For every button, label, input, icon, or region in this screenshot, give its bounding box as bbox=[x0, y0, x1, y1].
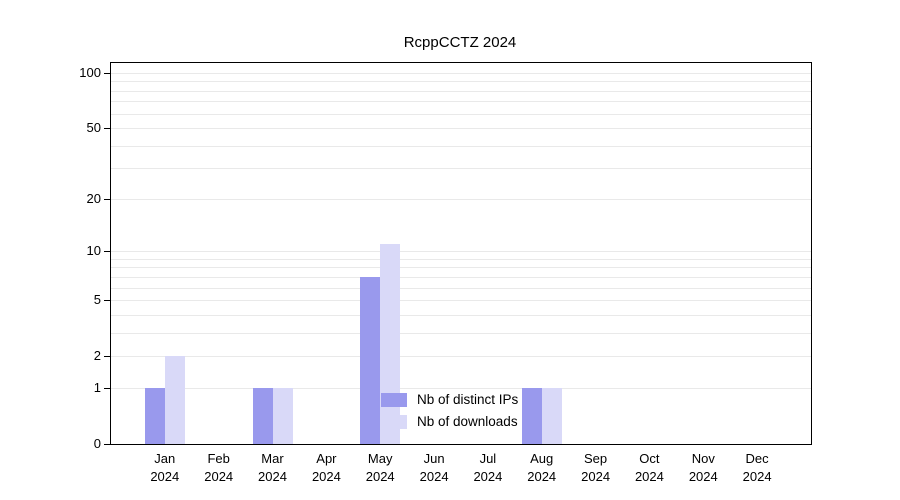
y-axis-label: 0 bbox=[93, 436, 101, 451]
gridline bbox=[111, 332, 811, 334]
plot-area: Nb of distinct IPs Nb of downloads 0 1 2 5 1… bbox=[79, 62, 812, 484]
gridline bbox=[111, 355, 811, 357]
gridline bbox=[111, 388, 811, 390]
x-axis-label: Dec 2024 bbox=[742, 451, 772, 485]
bar-aug-downloads bbox=[541, 388, 562, 444]
gridline bbox=[111, 81, 811, 83]
gridline bbox=[111, 287, 811, 289]
y-axis-tick bbox=[104, 444, 111, 445]
bar-jan-downloads bbox=[164, 355, 185, 444]
chart-title: RcppCCTZ 2024 bbox=[403, 34, 517, 51]
gridline bbox=[111, 300, 811, 301]
bar-may-ips bbox=[360, 276, 381, 444]
x-axis-label: Mar 2024 bbox=[258, 451, 287, 485]
bar-mar-ips bbox=[252, 388, 273, 444]
x-axis-label: Oct 2024 bbox=[634, 451, 664, 485]
x-axis-label: Apr 2024 bbox=[311, 451, 341, 485]
bar-mar-downloads bbox=[272, 388, 293, 444]
x-axis-label: Sep 2024 bbox=[581, 451, 611, 485]
legend-swatch-downloads bbox=[381, 414, 407, 429]
legend-item-ips: Nb of distinct IPs bbox=[381, 392, 518, 407]
gridline bbox=[111, 73, 811, 74]
gridline bbox=[111, 258, 811, 260]
gridline bbox=[111, 127, 811, 129]
gridline bbox=[111, 90, 811, 92]
y-axis-label: 50 bbox=[86, 119, 101, 135]
legend: Nb of distinct IPs Nb of downloads bbox=[381, 392, 518, 429]
y-axis-tick bbox=[104, 388, 111, 390]
y-axis-label: 10 bbox=[86, 243, 101, 259]
legend-label-downloads: Nb of downloads bbox=[417, 414, 518, 429]
x-axis-label: Aug 2024 bbox=[527, 451, 557, 485]
gridline bbox=[111, 113, 811, 115]
y-axis-label: 20 bbox=[86, 191, 101, 207]
y-axis-tick bbox=[104, 355, 111, 357]
y-axis-tick bbox=[104, 251, 111, 253]
bar-aug-ips bbox=[521, 388, 542, 444]
gridline bbox=[111, 145, 811, 147]
y-axis-tick bbox=[104, 199, 111, 201]
y-axis-label: 100 bbox=[79, 65, 101, 80]
y-axis-label: 1 bbox=[93, 380, 101, 396]
x-axis-label: Jul 2024 bbox=[473, 451, 503, 485]
x-axis-label: Nov 2024 bbox=[688, 451, 718, 485]
gridline bbox=[111, 199, 811, 201]
gridline bbox=[111, 314, 811, 316]
gridline bbox=[111, 101, 811, 103]
bar-jan-ips bbox=[144, 388, 165, 444]
legend-label-ips: Nb of distinct IPs bbox=[417, 392, 519, 407]
y-axis-tick bbox=[104, 300, 111, 301]
y-axis-tick bbox=[104, 73, 111, 74]
x-axis-label: Jun 2024 bbox=[419, 451, 449, 485]
legend-item-downloads: Nb of downloads bbox=[381, 414, 518, 429]
gridline bbox=[111, 276, 811, 278]
y-axis-label: 5 bbox=[93, 292, 101, 307]
gridline bbox=[111, 267, 811, 269]
x-axis-label: Jan 2024 bbox=[150, 451, 180, 485]
gridline bbox=[111, 251, 811, 253]
y-axis-label: 2 bbox=[93, 347, 101, 363]
x-axis-label: Feb 2024 bbox=[204, 451, 234, 485]
y-axis-tick bbox=[104, 127, 111, 129]
gridline bbox=[111, 167, 811, 169]
legend-swatch-ips bbox=[381, 392, 407, 407]
x-axis-label: May 2024 bbox=[365, 451, 395, 485]
